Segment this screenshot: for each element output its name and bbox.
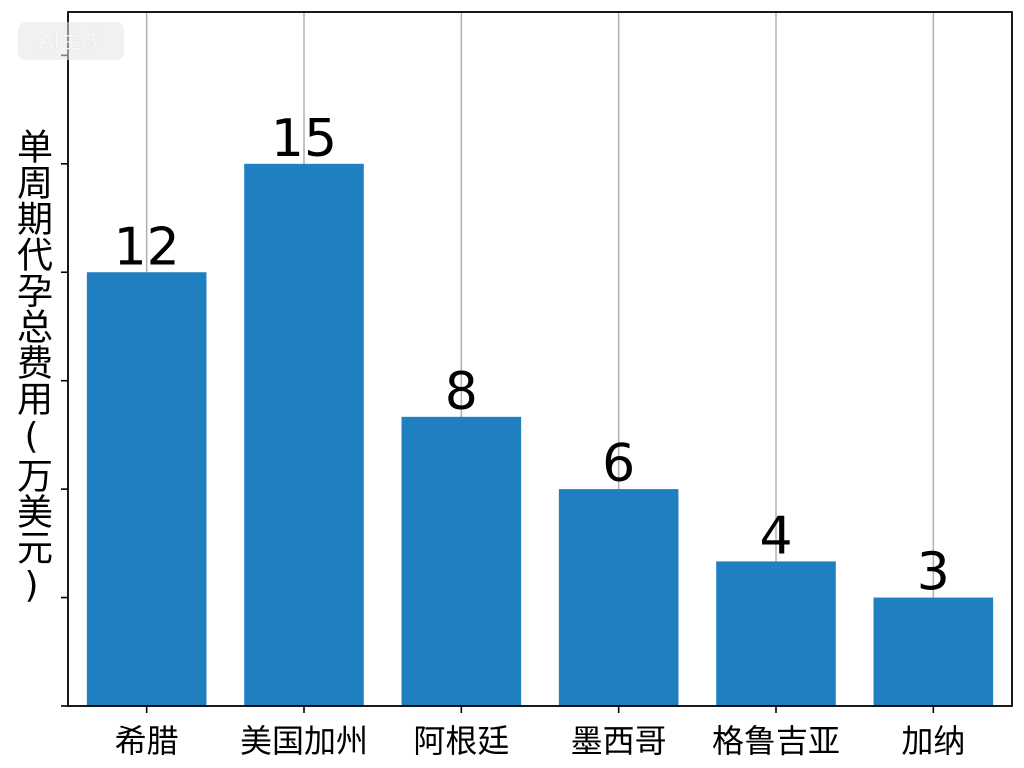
data-label-5: 3 bbox=[917, 543, 950, 603]
category-label-0: 希腊 bbox=[115, 722, 179, 760]
category-label-4: 格鲁吉亚 bbox=[712, 722, 840, 760]
category-label-2: 阿根廷 bbox=[413, 722, 509, 760]
category-label-1: 美国加州 bbox=[240, 722, 368, 760]
category-label-3: 墨西哥 bbox=[571, 722, 667, 760]
data-label-3: 6 bbox=[602, 434, 635, 494]
plot-frame bbox=[67, 11, 1013, 707]
bar-1 bbox=[244, 163, 364, 706]
y-axis-label: 单周期代孕总费用(万美元) bbox=[11, 128, 52, 606]
ai-generated-watermark: AI生成 bbox=[18, 22, 124, 60]
data-label-4: 4 bbox=[759, 506, 792, 566]
data-label-1: 15 bbox=[271, 109, 337, 169]
bar-3 bbox=[558, 489, 679, 706]
bar-5 bbox=[873, 597, 994, 706]
category-label-5: 加纳 bbox=[901, 722, 965, 760]
bar-4 bbox=[716, 561, 836, 706]
category-labels-layer: 希腊 美国加州 阿根廷 墨西哥 格鲁吉亚 加纳 bbox=[115, 722, 966, 760]
bar-2 bbox=[401, 416, 522, 706]
bar-0 bbox=[86, 272, 207, 706]
data-labels-layer: 12 15 8 6 4 3 bbox=[114, 109, 950, 603]
data-label-2: 8 bbox=[445, 362, 478, 422]
bars-layer bbox=[86, 163, 994, 706]
data-label-0: 12 bbox=[114, 217, 180, 277]
